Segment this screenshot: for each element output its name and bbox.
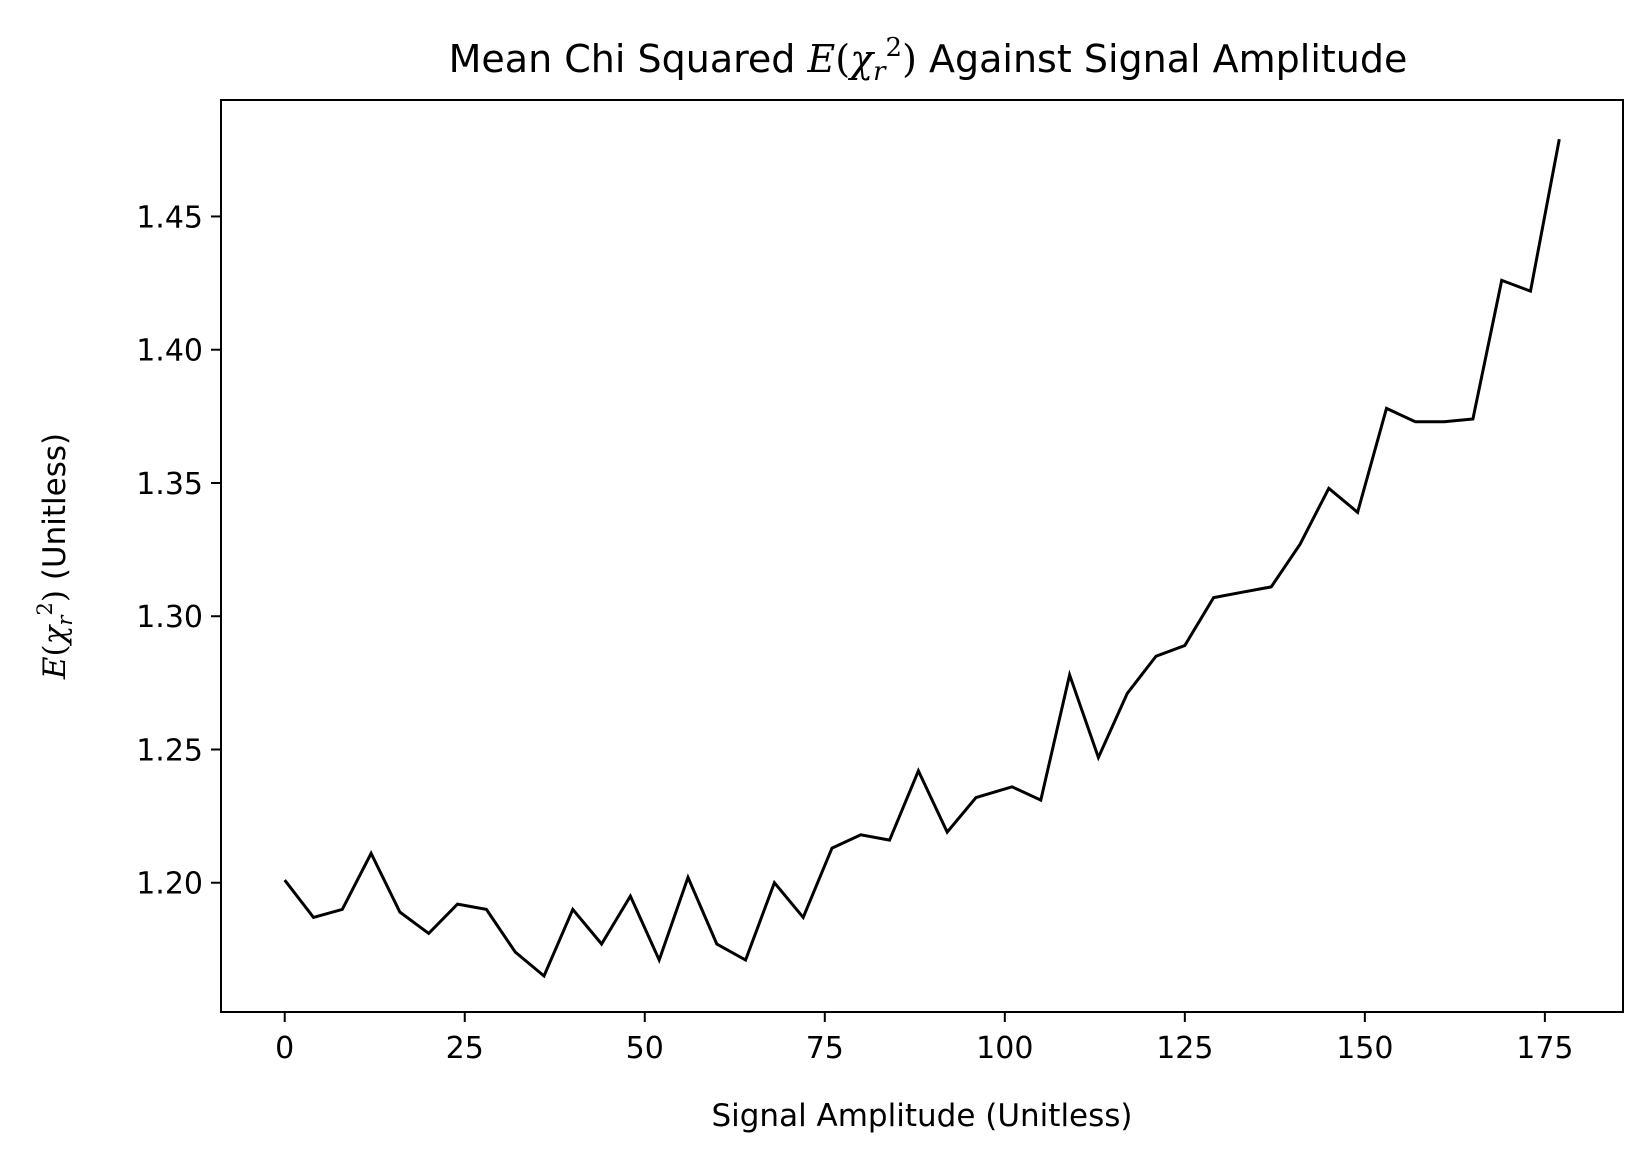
y-tick-label: 1.40 — [136, 334, 203, 369]
x-tick-label: 100 — [976, 1031, 1033, 1066]
y-axis-label-math-sub: r — [53, 614, 77, 626]
x-tick-label: 50 — [626, 1031, 664, 1066]
plot-frame — [220, 99, 1624, 1013]
y-axis-label: E(χr2) (Unitless) — [33, 433, 77, 680]
chart-title: Mean Chi Squared E(χr2) Against Signal A… — [449, 33, 1408, 87]
series-layer — [283, 138, 1561, 979]
y-axis-label-math-open: ( — [37, 644, 73, 656]
chart-title-math-open: ( — [835, 37, 850, 81]
y-axis-label-math-e: E — [37, 656, 73, 680]
y-tick-label: 1.45 — [136, 200, 203, 235]
chart-title-math-sub: r — [873, 57, 887, 87]
y-tick-label: 1.35 — [136, 467, 203, 502]
y-axis-label-math-chi: χ — [37, 623, 73, 646]
x-tick-label: 150 — [1336, 1031, 1393, 1066]
x-tick-label: 25 — [446, 1031, 484, 1066]
chart-title-prefix: Mean Chi Squared — [449, 37, 808, 81]
y-axis-label-suffix: (Unitless) — [37, 433, 73, 590]
chart-title-math-sup: 2 — [886, 33, 903, 63]
x-tick-label: 0 — [275, 1031, 294, 1066]
x-axis-ticks: 0 25 50 75 100 125 150 175 — [275, 1012, 1574, 1066]
y-tick-label: 1.25 — [136, 733, 203, 768]
y-axis-label-math-close: ) — [37, 590, 73, 602]
x-tick-label: 125 — [1156, 1031, 1213, 1066]
x-tick-label: 175 — [1516, 1031, 1573, 1066]
series-line-0 — [283, 138, 1561, 979]
x-tick-label: 75 — [806, 1031, 844, 1066]
y-axis-ticks: 1.20 1.25 1.30 1.35 1.40 1.45 — [136, 200, 221, 902]
y-tick-label: 1.30 — [136, 600, 203, 635]
chart-title-math-chi: χ — [847, 37, 875, 81]
y-axis-label-math-sup: 2 — [33, 602, 57, 615]
y-tick-label: 1.20 — [136, 867, 203, 902]
chart-title-math-e: E — [807, 37, 836, 81]
chart-title-suffix: Against Signal Amplitude — [917, 37, 1407, 81]
chart-title-math-close: ) — [902, 37, 917, 81]
x-axis-label: Signal Amplitude (Unitless) — [711, 1098, 1132, 1134]
